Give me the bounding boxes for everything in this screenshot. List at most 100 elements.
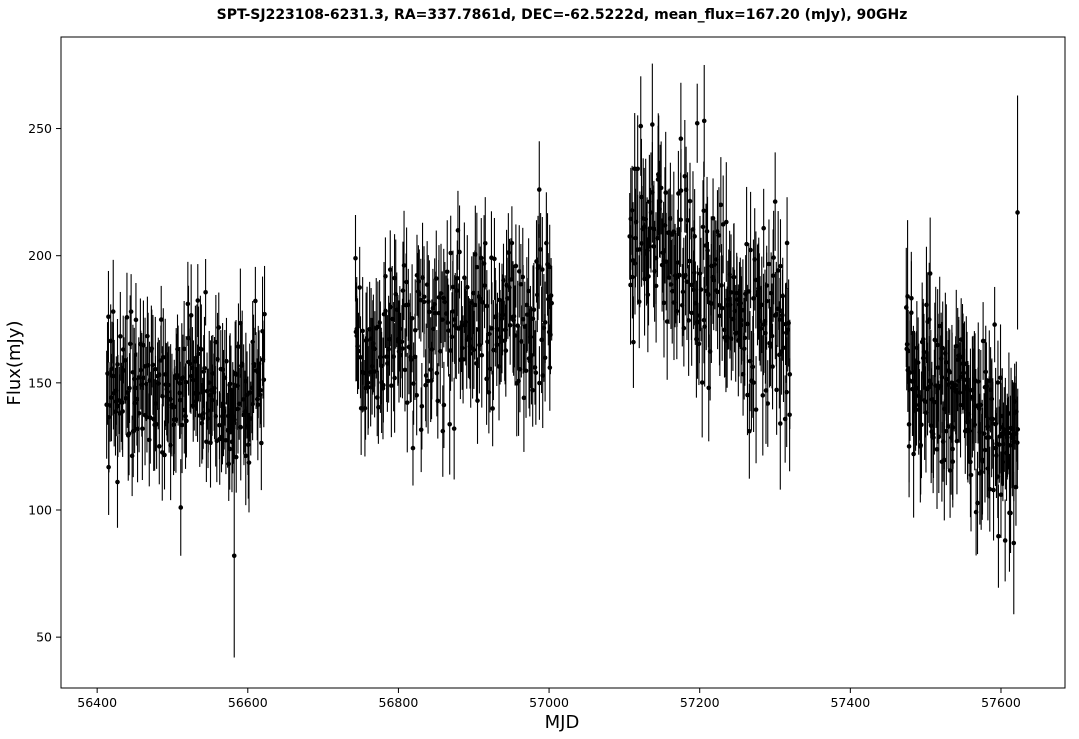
data-marker <box>512 333 518 338</box>
data-point <box>259 395 264 491</box>
data-marker <box>412 327 418 333</box>
data-marker <box>759 302 765 308</box>
data-marker <box>188 313 194 318</box>
data-marker <box>247 390 253 395</box>
data-point <box>436 245 442 350</box>
data-marker <box>675 260 681 265</box>
data-point <box>435 363 441 439</box>
data-marker <box>711 277 717 283</box>
data-marker <box>183 379 189 385</box>
data-marker <box>947 369 953 375</box>
data-marker <box>647 225 653 231</box>
data-marker <box>766 261 772 267</box>
data-point <box>427 260 432 364</box>
data-point <box>421 259 427 334</box>
data-marker <box>375 324 381 330</box>
data-point <box>202 316 207 420</box>
data-marker <box>391 354 396 359</box>
data-marker <box>238 320 243 326</box>
y-tick-label: 200 <box>28 248 52 263</box>
data-marker <box>784 240 790 246</box>
data-marker <box>184 418 189 424</box>
data-marker <box>445 320 451 325</box>
data-point <box>404 352 410 453</box>
data-marker <box>228 387 234 393</box>
data-marker <box>646 274 651 279</box>
data-point <box>992 286 997 363</box>
data-marker <box>482 283 487 288</box>
data-point <box>523 323 529 418</box>
data-point <box>1002 499 1008 582</box>
data-point <box>464 235 470 340</box>
data-point <box>188 264 194 367</box>
data-marker <box>106 314 111 320</box>
data-marker <box>150 362 156 368</box>
data-point <box>991 439 996 541</box>
data-marker <box>718 202 724 208</box>
data-point <box>118 291 123 381</box>
y-tick-label: 150 <box>28 375 52 390</box>
data-marker <box>358 354 363 360</box>
data-marker <box>968 472 974 478</box>
data-point <box>401 210 407 321</box>
data-marker <box>957 390 963 395</box>
data-marker <box>195 390 200 396</box>
data-point <box>715 234 720 350</box>
data-point <box>166 346 171 424</box>
data-marker <box>787 372 793 377</box>
data-marker <box>389 383 394 388</box>
data-marker <box>530 387 535 393</box>
data-marker <box>138 367 144 373</box>
chart-title: SPT-SJ223108-6231.3, RA=337.7861d, DEC=-… <box>217 7 908 23</box>
data-marker <box>437 348 443 354</box>
data-marker <box>113 409 118 415</box>
data-marker <box>746 289 752 294</box>
data-point <box>781 293 786 403</box>
data-marker <box>532 365 538 370</box>
data-point <box>686 264 691 376</box>
data-marker <box>758 326 764 331</box>
data-point <box>389 334 394 438</box>
data-marker <box>451 426 457 431</box>
data-marker <box>764 283 769 288</box>
data-marker <box>455 275 460 281</box>
data-marker <box>196 351 201 357</box>
data-marker <box>991 487 996 493</box>
data-marker <box>689 310 694 316</box>
data-marker <box>686 318 691 323</box>
data-marker <box>980 338 986 344</box>
data-marker <box>156 444 162 449</box>
data-point <box>911 390 916 518</box>
data-point <box>787 319 793 429</box>
data-marker <box>127 341 133 347</box>
data-point <box>761 188 766 268</box>
data-marker <box>663 190 669 195</box>
data-marker <box>927 271 933 276</box>
data-marker <box>477 342 482 348</box>
x-tick-label: 56800 <box>379 695 419 710</box>
x-tick-label: 56600 <box>228 695 268 710</box>
data-point <box>942 399 947 521</box>
data-marker <box>521 395 527 401</box>
data-point <box>124 272 130 362</box>
data-point <box>140 377 145 481</box>
data-marker <box>1008 443 1013 448</box>
data-marker <box>479 352 485 358</box>
data-point <box>701 64 707 177</box>
data-point <box>216 292 222 363</box>
data-point <box>195 264 201 338</box>
data-marker <box>400 346 405 351</box>
data-marker <box>197 413 203 418</box>
data-marker <box>549 300 554 306</box>
data-point <box>360 277 365 385</box>
data-marker <box>781 345 786 351</box>
data-point <box>258 356 263 425</box>
data-marker <box>482 241 488 246</box>
data-point <box>196 306 201 402</box>
data-point <box>746 243 752 340</box>
data-point <box>778 219 783 314</box>
data-marker <box>706 385 712 391</box>
data-marker <box>421 294 427 300</box>
data-point <box>448 215 454 291</box>
data-marker <box>132 400 137 406</box>
